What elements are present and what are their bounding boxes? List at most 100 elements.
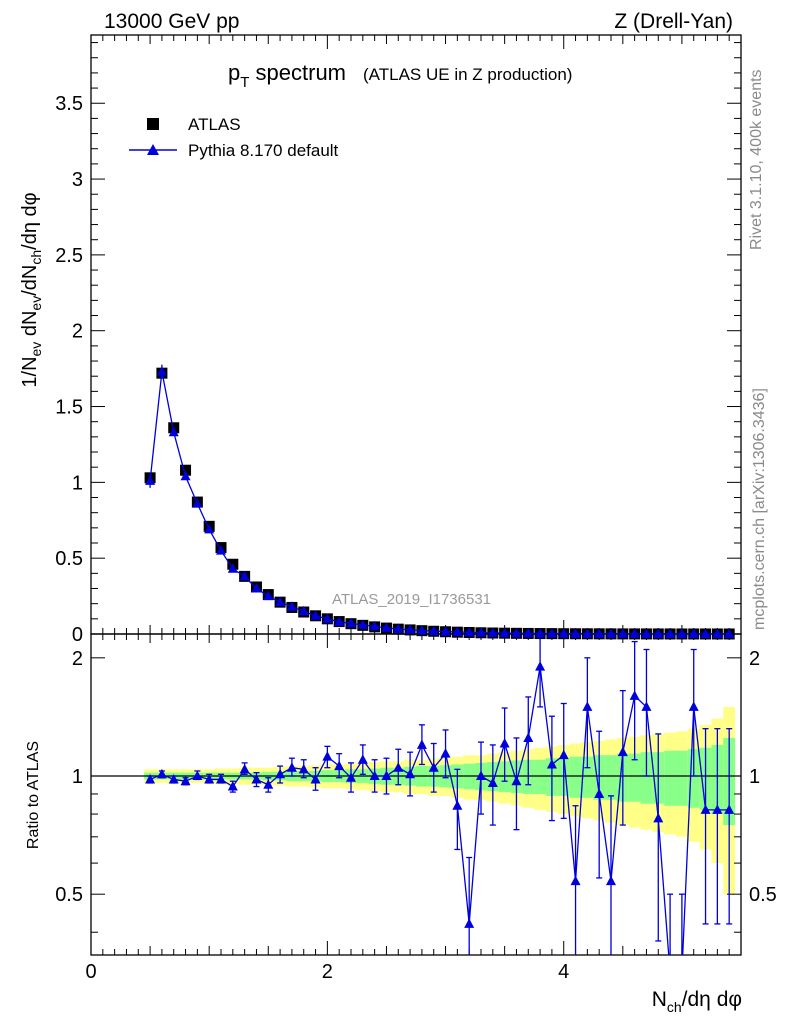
ratio-point	[724, 804, 735, 814]
top-y-tick-label: 3.5	[55, 93, 83, 115]
bottom-ylabel: Ratio to ATLAS	[25, 741, 42, 849]
ratio-point	[405, 768, 416, 779]
ratio-point	[286, 762, 297, 772]
pythia-point	[346, 617, 356, 628]
top-ylabel-p2: dN	[19, 311, 41, 342]
ratio-point	[523, 732, 534, 742]
ratio-point	[369, 770, 380, 781]
ratio-point	[393, 762, 404, 772]
top-y-tick-label: 0.5	[55, 548, 83, 570]
pythia-point	[511, 627, 522, 638]
pythia-point	[487, 627, 498, 637]
ratio-point	[416, 739, 427, 749]
ratio-point	[617, 746, 628, 757]
plot-title-rest: spectrum	[249, 60, 346, 85]
ratio-point	[216, 773, 226, 784]
side-text-mcplots: mcplots.cern.ch [arXiv:1306.3436]	[751, 388, 768, 630]
pythia-point	[523, 627, 534, 638]
pythia-point	[570, 628, 581, 638]
ratio-point	[546, 758, 557, 769]
ratio-series-clip	[145, 634, 735, 977]
ratio-point	[499, 738, 510, 748]
ratio-band-inner	[640, 752, 653, 804]
pythia-point	[464, 626, 475, 637]
pythia-point	[168, 426, 179, 437]
pythia-point	[357, 619, 368, 629]
ratio-point	[476, 770, 486, 781]
pythia-point	[665, 628, 676, 638]
header-right: Z (Drell-Yan)	[614, 10, 733, 33]
ratio-point	[665, 967, 675, 977]
pythia-point	[582, 628, 593, 638]
pythia-point	[310, 610, 321, 620]
ratio-point	[251, 773, 262, 784]
analysis-watermark: ATLAS_2019_I1736531	[332, 591, 491, 608]
ratio-point	[310, 773, 321, 784]
ratio-point	[582, 701, 593, 711]
ratio-band-inner	[687, 749, 700, 808]
ratio-band-inner	[676, 750, 688, 806]
top-ylabel-p0: 1/N	[19, 356, 41, 387]
ratio-y-tick-label-right: 0.5	[749, 884, 777, 906]
x-tick-label: 2	[322, 961, 333, 983]
ratio-point	[535, 661, 546, 671]
pythia-point	[641, 628, 652, 638]
ratio-point	[487, 777, 498, 787]
top-ylabel: 1/Nev dNev/dNch/dη dφ	[19, 192, 44, 387]
pythia-point	[192, 498, 203, 508]
xlabel: Nch/dη dφ	[652, 988, 742, 1015]
pythia-point	[499, 627, 510, 638]
ratio-plot-frame	[90, 633, 742, 956]
ratio-point	[168, 773, 179, 784]
plot-title-note: (ATLAS UE in Z production)	[363, 65, 572, 84]
ratio-band-inner	[581, 756, 594, 798]
pythia-point	[405, 624, 416, 634]
ratio-point	[192, 770, 203, 781]
ratio-y-tick-label-left: 0.5	[55, 884, 83, 906]
plot-title-p: p	[228, 60, 240, 85]
ratio-point	[700, 804, 711, 814]
ratio-point	[440, 748, 451, 758]
pythia-point	[369, 620, 380, 631]
pythia-point	[322, 613, 333, 623]
top-y-tick-label: 1	[72, 472, 83, 494]
ratio-point	[677, 967, 687, 977]
legend-data-marker	[147, 118, 159, 130]
pythia-point	[688, 628, 699, 638]
ratio-band-inner	[569, 756, 582, 798]
ratio-point	[322, 751, 333, 761]
ratio-point	[346, 772, 356, 782]
pythia-point	[180, 470, 191, 481]
top-ylabel-p6: /dη dφ	[19, 192, 41, 249]
pythia-point	[263, 590, 274, 601]
ratio-point	[629, 690, 640, 700]
ratio-point	[227, 781, 238, 791]
ratio-point	[275, 768, 286, 779]
ratio-point	[381, 770, 392, 781]
ratio-point	[239, 763, 250, 774]
ratio-pythia-series	[145, 634, 735, 977]
ratio-point	[204, 773, 215, 784]
ratio-y-tick-label-right: 2	[749, 648, 760, 670]
ratio-y-tick-label-left: 1	[72, 766, 83, 788]
pythia-point	[617, 628, 628, 638]
legend-mc-marker	[147, 144, 159, 155]
pythia-point	[700, 628, 711, 638]
xlabel-p1: ch	[667, 999, 682, 1015]
pythia-point	[381, 622, 392, 632]
pythia-point	[535, 628, 546, 638]
legend-data-label: ATLAS	[188, 115, 241, 134]
x-tick-label: 4	[558, 961, 569, 983]
top-ylabel-p3: ev	[28, 296, 44, 311]
top-y-tick-label: 3	[72, 169, 83, 191]
pythia-point	[676, 628, 687, 638]
top-ylabel-p5: ch	[28, 250, 44, 265]
top-pythia-series	[145, 364, 735, 638]
ratio-point	[570, 875, 581, 886]
ratio-point	[357, 754, 368, 764]
ratio-band-inner	[534, 759, 546, 794]
pythia-point	[416, 625, 427, 635]
top-y-tick-label: 0	[72, 624, 83, 646]
top-ylabel-p1: ev	[28, 342, 44, 357]
